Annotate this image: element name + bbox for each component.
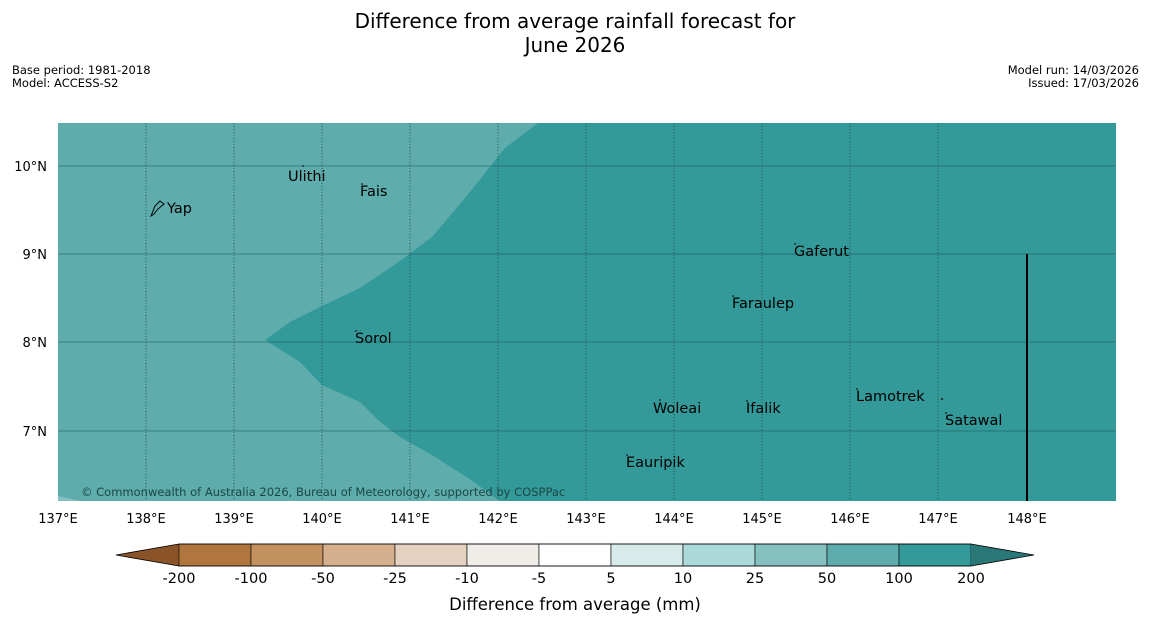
colorbar-tick: -100: [235, 571, 268, 587]
lon-label: 143°E: [566, 512, 606, 527]
map-panel: Ulithi Fais Yap Gaferut Faraulep Sorol L…: [58, 123, 1116, 501]
colorbar-title: Difference from average (mm): [449, 595, 701, 614]
lat-gridlines: [58, 165, 1116, 432]
colorbar-swatch: [178, 543, 252, 567]
colorbar-tick: 25: [746, 571, 764, 587]
lat-label: 10°N: [14, 160, 47, 175]
colorbar-swatch: [466, 543, 540, 567]
colorbar-swatch: [322, 543, 396, 567]
issued-date: Issued: 17/03/2026: [1028, 76, 1139, 90]
colorbar-tick: -50: [311, 571, 335, 587]
lon-label: 144°E: [654, 512, 694, 527]
copyright-notice: © Commonwealth of Australia 2026, Bureau…: [81, 485, 565, 499]
colorbar-swatch: [250, 543, 324, 567]
lon-label: 146°E: [830, 512, 870, 527]
colorbar-extend-low: [116, 544, 179, 566]
zone-dark: [265, 123, 1116, 501]
lon-gridlines: [145, 123, 939, 501]
colorbar-swatch: [682, 543, 756, 567]
map-title: Difference from average rainfall forecas…: [0, 9, 1150, 57]
zone-lighter: [58, 496, 80, 501]
colorbar-swatch: [538, 543, 612, 567]
colorbar-swatch: [826, 543, 900, 567]
place-label-eauripik: Eauripik: [626, 455, 685, 471]
colorbar-tick-labels: -200 -100 -50 -25 -10 -5 5 10 25 50 100 …: [163, 571, 985, 587]
meta-left: Base period: 1981-2018 Model: ACCESS-S2: [12, 64, 151, 90]
place-label-fais: Fais: [360, 184, 387, 200]
colorbar-swatch: [754, 543, 828, 567]
lon-label: 140°E: [302, 512, 342, 527]
place-labels: Ulithi Fais Yap Gaferut Faraulep Sorol L…: [166, 169, 1002, 471]
place-label-gaferut: Gaferut: [794, 244, 849, 260]
place-label-faraulep: Faraulep: [732, 296, 794, 312]
colorbar-swatch: [394, 543, 468, 567]
lat-label: 8°N: [23, 336, 48, 351]
colorbar-outline: [115, 543, 1035, 567]
lon-label: 139°E: [214, 512, 254, 527]
title-line-2: June 2026: [524, 33, 626, 57]
lon-label: 141°E: [390, 512, 430, 527]
model-name: Model: ACCESS-S2: [12, 76, 119, 90]
colorbar-tick: 50: [818, 571, 836, 587]
island-markers: [302, 165, 947, 456]
place-label-satawal: Satawal: [945, 413, 1002, 429]
place-label-ifalik: Ifalik: [746, 401, 781, 417]
colorbar-swatch: [610, 543, 684, 567]
colorbar-tick: 5: [606, 571, 615, 587]
colorbar-tick: -200: [163, 571, 196, 587]
lat-label: 7°N: [23, 425, 48, 440]
lon-label: 137°E: [38, 512, 78, 527]
place-label-lamotrek: Lamotrek: [856, 389, 925, 405]
lon-label: 138°E: [126, 512, 166, 527]
meta-right: Model run: 14/03/2026 Issued: 17/03/2026: [1008, 64, 1139, 90]
colorbar-tick: -5: [532, 571, 546, 587]
colorbar: [115, 543, 1035, 567]
lon-label: 145°E: [742, 512, 782, 527]
place-label-woleai: Woleai: [653, 401, 701, 417]
lon-label: 147°E: [918, 512, 958, 527]
colorbar-tick: -10: [455, 571, 479, 587]
lon-label: 148°E: [1007, 512, 1047, 527]
title-line-1: Difference from average rainfall forecas…: [354, 9, 796, 33]
lat-label: 9°N: [23, 248, 48, 263]
colorbar-swatch: [898, 543, 972, 567]
lon-axis-labels: 137°E 138°E 139°E 140°E 141°E 142°E 143°…: [38, 512, 1047, 527]
colorbar-tick: 200: [957, 571, 985, 587]
lat-axis-labels: 10°N 9°N 8°N 7°N: [14, 160, 47, 440]
place-label-sorol: Sorol: [355, 331, 392, 347]
base-period: Base period: 1981-2018: [12, 63, 151, 77]
model-run: Model run: 14/03/2026: [1007, 63, 1139, 77]
colorbar-tick: 100: [885, 571, 913, 587]
colorbar-tick: 10: [674, 571, 692, 587]
place-label-yap: Yap: [166, 201, 192, 217]
place-label-ulithi: Ulithi: [288, 169, 326, 185]
colorbar-tick: -25: [383, 571, 407, 587]
lon-label: 142°E: [478, 512, 518, 527]
colorbar-extend-high: [971, 544, 1034, 566]
yap-island-outline: [149, 200, 165, 218]
